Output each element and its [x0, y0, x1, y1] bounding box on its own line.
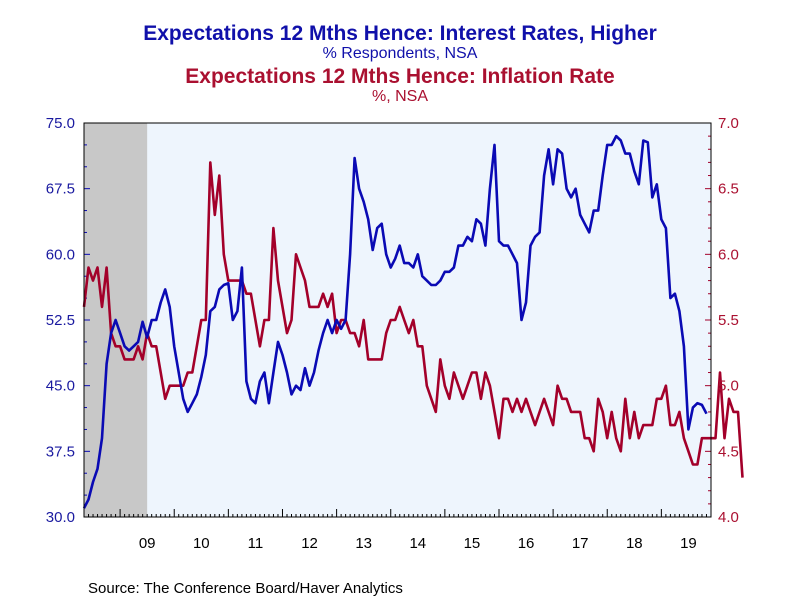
right-axis-tick-label: 6.0 — [718, 246, 739, 263]
chart-subtitle-interest-rates: % Respondents, NSA — [323, 45, 478, 62]
x-axis-tick-label: 16 — [518, 535, 535, 552]
x-axis-tick-label: 14 — [409, 535, 426, 552]
x-axis-tick-label: 15 — [464, 535, 481, 552]
plot-frame — [83, 122, 712, 518]
right-axis-tick-label: 4.0 — [718, 509, 739, 526]
x-axis-tick-label: 18 — [626, 535, 643, 552]
chart-title-inflation-rate: Expectations 12 Mths Hence: Inflation Ra… — [185, 65, 614, 88]
left-axis-tick-label: 30.0 — [46, 509, 75, 526]
left-axis-tick-label: 60.0 — [46, 246, 75, 263]
source-note: Source: The Conference Board/Haver Analy… — [88, 580, 403, 597]
axis-labels: 30.0 37.5 45.0 52.5 60.0 67.5 75.0 4.0 4.5 5.0 5.5… — [46, 115, 739, 552]
left-axis-tick-label: 45.0 — [46, 378, 75, 395]
right-axis-tick-label: 5.0 — [718, 378, 739, 395]
left-axis-tick-label: 37.5 — [46, 443, 75, 460]
left-axis-tick-label: 52.5 — [46, 312, 75, 329]
x-axis-tick-label: 19 — [680, 535, 697, 552]
right-axis-tick-label: 4.5 — [718, 443, 739, 460]
x-axis-tick-label: 17 — [572, 535, 589, 552]
right-axis-tick-label: 7.0 — [718, 115, 739, 132]
chart-title-interest-rates: Expectations 12 Mths Hence: Interest Rat… — [143, 22, 657, 45]
inflation-rate-line — [82, 161, 744, 478]
interest-rates-higher-line — [82, 134, 708, 509]
x-axis-tick-label: 13 — [355, 535, 372, 552]
chart-subtitle-inflation-rate: %, NSA — [372, 88, 428, 105]
right-axis-tick-label: 5.5 — [718, 312, 739, 329]
x-axis-tick-label: 12 — [301, 535, 318, 552]
left-axis-tick-label: 67.5 — [46, 181, 75, 198]
x-axis-tick-label: 10 — [193, 535, 210, 552]
x-axis-tick-label: 11 — [248, 535, 264, 552]
right-axis-tick-label: 6.5 — [718, 181, 739, 198]
plot-area — [84, 123, 711, 517]
x-axis-tick-label: 09 — [139, 535, 156, 552]
left-axis-tick-label: 75.0 — [46, 115, 75, 132]
